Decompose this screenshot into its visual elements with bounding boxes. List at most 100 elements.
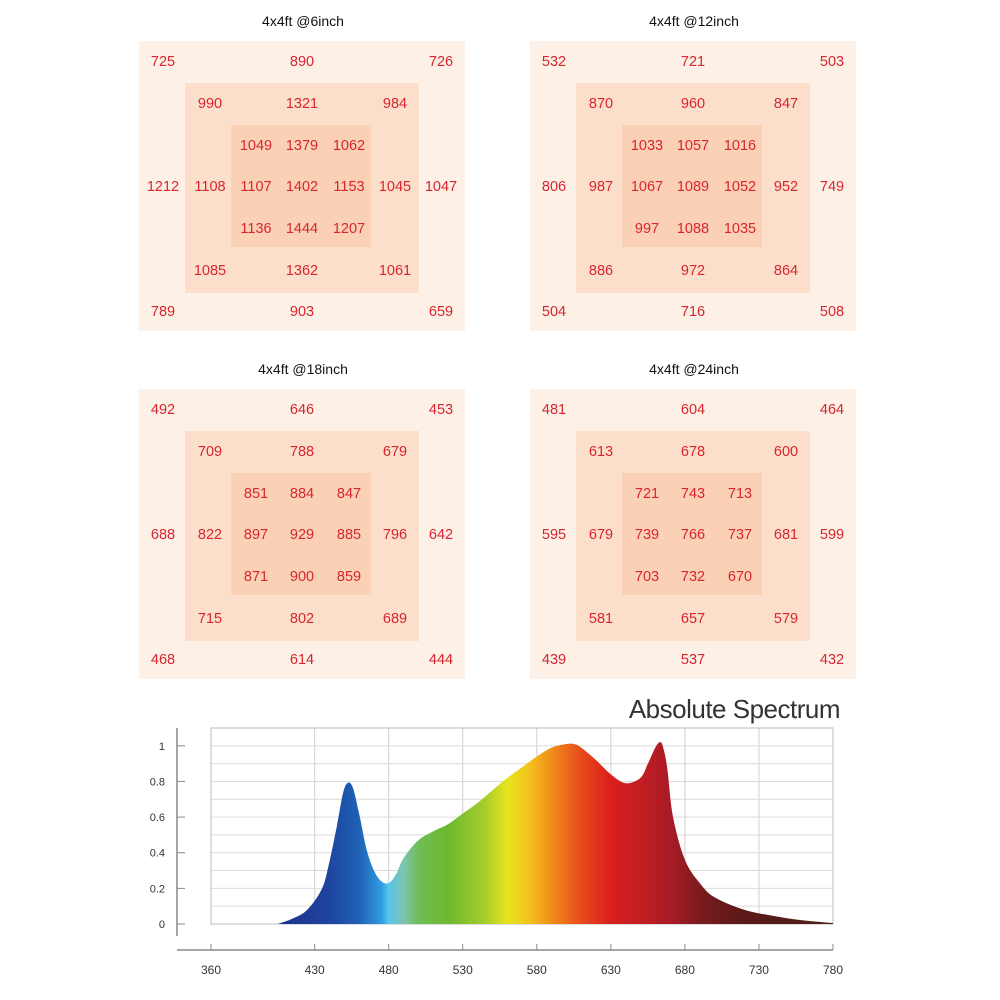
ppfd-value: 715 xyxy=(197,611,223,627)
y-tick-label: 0.4 xyxy=(150,848,165,860)
ppfd-value: 1379 xyxy=(285,138,319,154)
ppfd-value: 886 xyxy=(588,263,614,279)
x-tick-label: 480 xyxy=(379,963,399,977)
panel-title: 4x4ft @12inch xyxy=(649,13,739,29)
ppfd-value: 604 xyxy=(680,402,706,418)
ppfd-value: 885 xyxy=(336,527,362,543)
ppfd-value: 1061 xyxy=(378,263,412,279)
ppfd-value: 972 xyxy=(680,263,706,279)
ppfd-value: 997 xyxy=(634,221,660,237)
inner-zone xyxy=(231,125,371,247)
x-tick-label: 630 xyxy=(601,963,621,977)
ppfd-value: 903 xyxy=(289,304,315,320)
ppfd-value: 1362 xyxy=(285,263,319,279)
ppfd-value: 847 xyxy=(336,486,362,502)
ppfd-value: 864 xyxy=(773,263,799,279)
ppfd-value: 1057 xyxy=(676,138,710,154)
ppfd-value: 1035 xyxy=(723,221,757,237)
ppfd-value: 642 xyxy=(428,527,454,543)
ppfd-value: 492 xyxy=(150,402,176,418)
ppfd-value: 1107 xyxy=(240,179,272,195)
ppfd-value: 884 xyxy=(289,486,315,502)
inner-zone xyxy=(231,473,371,595)
y-tick-label: 1 xyxy=(159,741,165,753)
ppfd-value: 1402 xyxy=(285,179,319,195)
ppfd-value: 726 xyxy=(428,54,454,70)
ppfd-value: 847 xyxy=(773,96,799,112)
ppfd-value: 689 xyxy=(382,611,408,627)
ppfd-value: 859 xyxy=(336,569,362,585)
ppfd-value: 984 xyxy=(382,96,408,112)
ppfd-value: 532 xyxy=(541,54,567,70)
ppfd-value: 688 xyxy=(150,527,176,543)
ppfd-value: 749 xyxy=(819,179,845,195)
ppfd-value: 614 xyxy=(289,652,315,668)
ppfd-value: 1321 xyxy=(285,96,319,112)
ppfd-value: 439 xyxy=(541,652,567,668)
y-tick-label: 0 xyxy=(159,919,165,931)
ppfd-value: 595 xyxy=(541,527,567,543)
x-tick-label: 730 xyxy=(749,963,769,977)
ppfd-value: 1212 xyxy=(146,179,180,195)
ppfd-value: 709 xyxy=(197,444,223,460)
ppfd-value: 1085 xyxy=(193,263,227,279)
ppfd-value: 481 xyxy=(541,402,567,418)
ppfd-value: 1052 xyxy=(723,179,757,195)
ppfd-value: 703 xyxy=(634,569,660,585)
ppfd-value: 503 xyxy=(819,54,845,70)
ppfd-value: 657 xyxy=(680,611,706,627)
ppfd-value: 1033 xyxy=(630,138,664,154)
ppfd-value: 870 xyxy=(588,96,614,112)
ppfd-value: 537 xyxy=(680,652,706,668)
ppfd-value: 678 xyxy=(680,444,706,460)
ppfd-value: 721 xyxy=(634,486,660,502)
x-tick-label: 360 xyxy=(201,963,221,977)
ppfd-value: 1108 xyxy=(194,179,226,195)
ppfd-value: 468 xyxy=(150,652,176,668)
ppfd-value: 716 xyxy=(680,304,706,320)
ppfd-value: 581 xyxy=(588,611,614,627)
outer-ring xyxy=(139,41,465,331)
inner-zone xyxy=(622,125,762,247)
ppfd-value: 1089 xyxy=(676,179,710,195)
ppfd-value: 900 xyxy=(289,569,315,585)
ppfd-value: 890 xyxy=(289,54,315,70)
ppfd-value: 960 xyxy=(680,96,706,112)
ppfd-value: 788 xyxy=(289,444,315,460)
ppfd-value: 796 xyxy=(382,527,408,543)
ppfd-value: 1153 xyxy=(333,179,365,195)
ppfd-value: 1444 xyxy=(285,221,319,237)
ppfd-value: 990 xyxy=(197,96,223,112)
ppfd-value: 789 xyxy=(150,304,176,320)
ppfd-value: 1016 xyxy=(723,138,757,154)
ppfd-value: 802 xyxy=(289,611,315,627)
ppfd-value: 600 xyxy=(773,444,799,460)
ppfd-value: 987 xyxy=(588,179,614,195)
ppfd-value: 679 xyxy=(382,444,408,460)
ppfd-value: 713 xyxy=(727,486,753,502)
ppfd-value: 1045 xyxy=(378,179,412,195)
ppfd-value: 670 xyxy=(727,569,753,585)
ppfd-value: 806 xyxy=(541,179,567,195)
x-tick-label: 530 xyxy=(453,963,473,977)
y-tick-label: 0.8 xyxy=(150,776,165,788)
x-tick-label: 680 xyxy=(675,963,695,977)
ppfd-value: 453 xyxy=(428,402,454,418)
ppfd-value: 871 xyxy=(243,569,269,585)
ppfd-value: 721 xyxy=(680,54,706,70)
spectrum-title: Absolute Spectrum xyxy=(628,694,841,724)
ppfd-value: 725 xyxy=(150,54,176,70)
inner-zone xyxy=(622,473,762,595)
ppfd-value: 432 xyxy=(819,652,845,668)
ppfd-value: 681 xyxy=(773,527,799,543)
spectrum-chart: 0 0.2 0.4 0.6 0.8 1 360 430 480 530 580 630 680 730 78… xyxy=(150,727,843,977)
panel-title: 4x4ft @24inch xyxy=(649,361,739,377)
ppfd-value: 504 xyxy=(541,304,567,320)
spectrum-area xyxy=(277,742,834,924)
panel-title: 4x4ft @6inch xyxy=(262,13,344,29)
ppfd-value: 613 xyxy=(588,444,614,460)
ppfd-value: 1136 xyxy=(240,221,272,237)
ppfd-value: 1207 xyxy=(332,221,366,237)
ppfd-value: 646 xyxy=(289,402,315,418)
ppfd-value: 766 xyxy=(680,527,706,543)
